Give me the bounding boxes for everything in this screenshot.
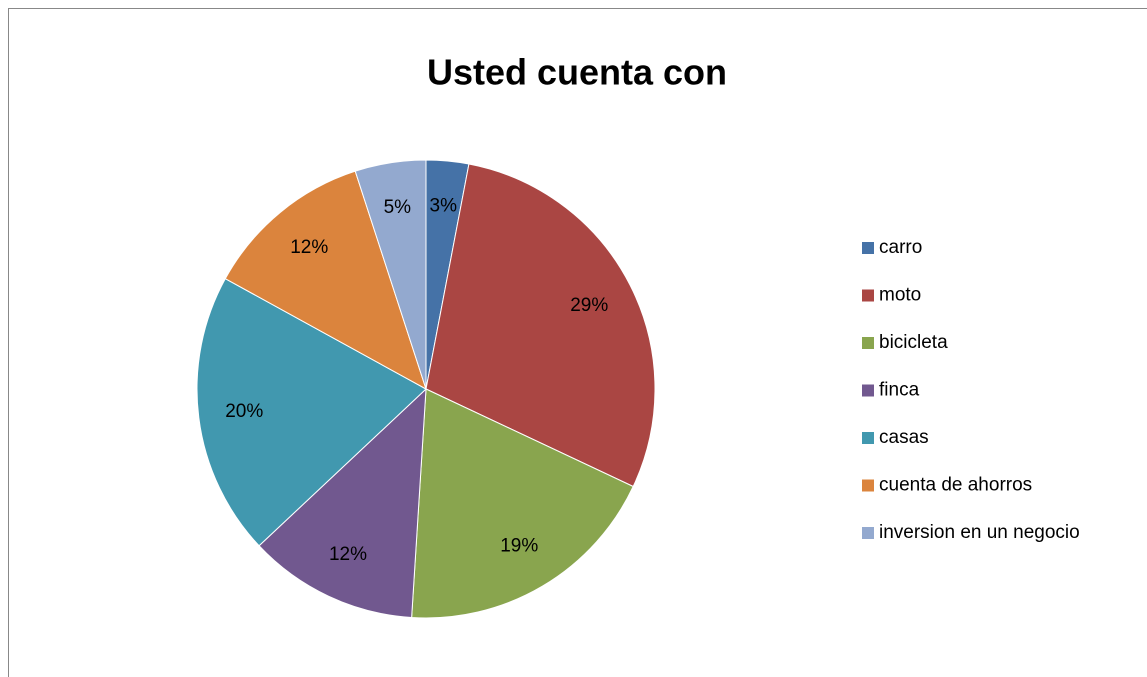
- legend-swatch: [862, 479, 874, 492]
- pie-slice: [425, 163, 656, 488]
- data-label: 12%: [329, 544, 367, 565]
- data-label: 29%: [570, 295, 608, 316]
- data-label: 20%: [225, 401, 263, 422]
- legend-swatch: [862, 432, 874, 444]
- legend-label: inversion en un negocio: [879, 522, 1080, 543]
- legend-label: carro: [879, 237, 922, 258]
- legend-swatch: [862, 384, 874, 397]
- pie-slice: [224, 170, 427, 391]
- legend-label: finca: [879, 380, 920, 401]
- pie-slice: [411, 388, 634, 619]
- data-label: 19%: [500, 536, 538, 557]
- data-label: 3%: [430, 196, 458, 217]
- legend-swatch: [862, 242, 874, 254]
- legend-label: bicicleta: [879, 332, 948, 353]
- chart-title: Usted cuenta con: [427, 52, 727, 93]
- legend-swatch: [862, 527, 874, 539]
- data-label: 5%: [384, 197, 412, 218]
- legend-label: casas: [879, 427, 929, 448]
- legend-swatch: [862, 289, 874, 302]
- pie-slice: [258, 387, 427, 619]
- legend-label: cuenta de ahorros: [879, 475, 1032, 496]
- legend-swatch: [862, 337, 874, 349]
- data-label: 12%: [290, 237, 328, 258]
- pie-slice: [196, 277, 427, 547]
- pie-slice: [354, 159, 427, 390]
- legend-label: moto: [879, 285, 921, 306]
